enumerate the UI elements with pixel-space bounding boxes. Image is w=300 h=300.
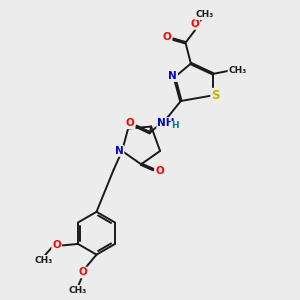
Text: CH₃: CH₃ — [69, 286, 87, 295]
Text: N: N — [168, 71, 177, 81]
Text: O: O — [78, 268, 87, 278]
Text: H: H — [171, 122, 179, 130]
Text: O: O — [191, 19, 200, 29]
Text: O: O — [126, 118, 135, 128]
Text: O: O — [155, 166, 164, 176]
Text: N: N — [115, 146, 124, 156]
Text: NH: NH — [157, 118, 175, 128]
Text: O: O — [52, 240, 61, 250]
Text: S: S — [211, 89, 220, 102]
Text: CH₃: CH₃ — [34, 256, 52, 265]
Text: O: O — [163, 32, 172, 42]
Text: CH₃: CH₃ — [228, 66, 247, 75]
Text: CH₃: CH₃ — [195, 10, 214, 19]
